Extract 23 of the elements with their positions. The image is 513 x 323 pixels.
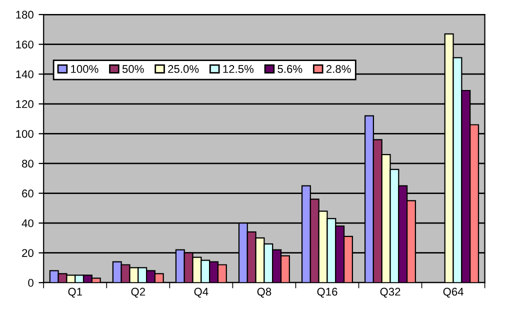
y-tick-label: 180 — [16, 10, 34, 19]
y-tick-label: 80 — [22, 160, 34, 168]
legend-label: 25.0% — [168, 65, 199, 73]
legend-label: 12.5% — [223, 65, 254, 73]
legend-label: 2.8% — [326, 65, 351, 73]
y-tick-label: 160 — [16, 40, 34, 48]
y-tick-label: 60 — [22, 190, 34, 198]
x-tick-label: Q32 — [380, 288, 400, 298]
legend-label: 5.6% — [278, 65, 302, 73]
legend-label: 100% — [71, 65, 98, 73]
y-tick-label: 100 — [16, 130, 34, 138]
x-tick-label: Q4 — [194, 288, 208, 298]
y-tick-label: 40 — [22, 219, 34, 228]
y-tick-label: 0 — [28, 278, 34, 287]
x-tick-label: Q1 — [68, 288, 82, 298]
legend-label: 50% — [122, 65, 144, 73]
x-tick-label: Q2 — [131, 288, 145, 298]
x-tick-label: Q64 — [443, 288, 464, 298]
y-tick-label: 20 — [22, 249, 34, 257]
y-tick-label: 140 — [16, 70, 34, 78]
x-tick-label: Q16 — [317, 288, 338, 298]
x-tick-label: Q8 — [257, 288, 272, 298]
y-tick-label: 120 — [16, 100, 34, 108]
